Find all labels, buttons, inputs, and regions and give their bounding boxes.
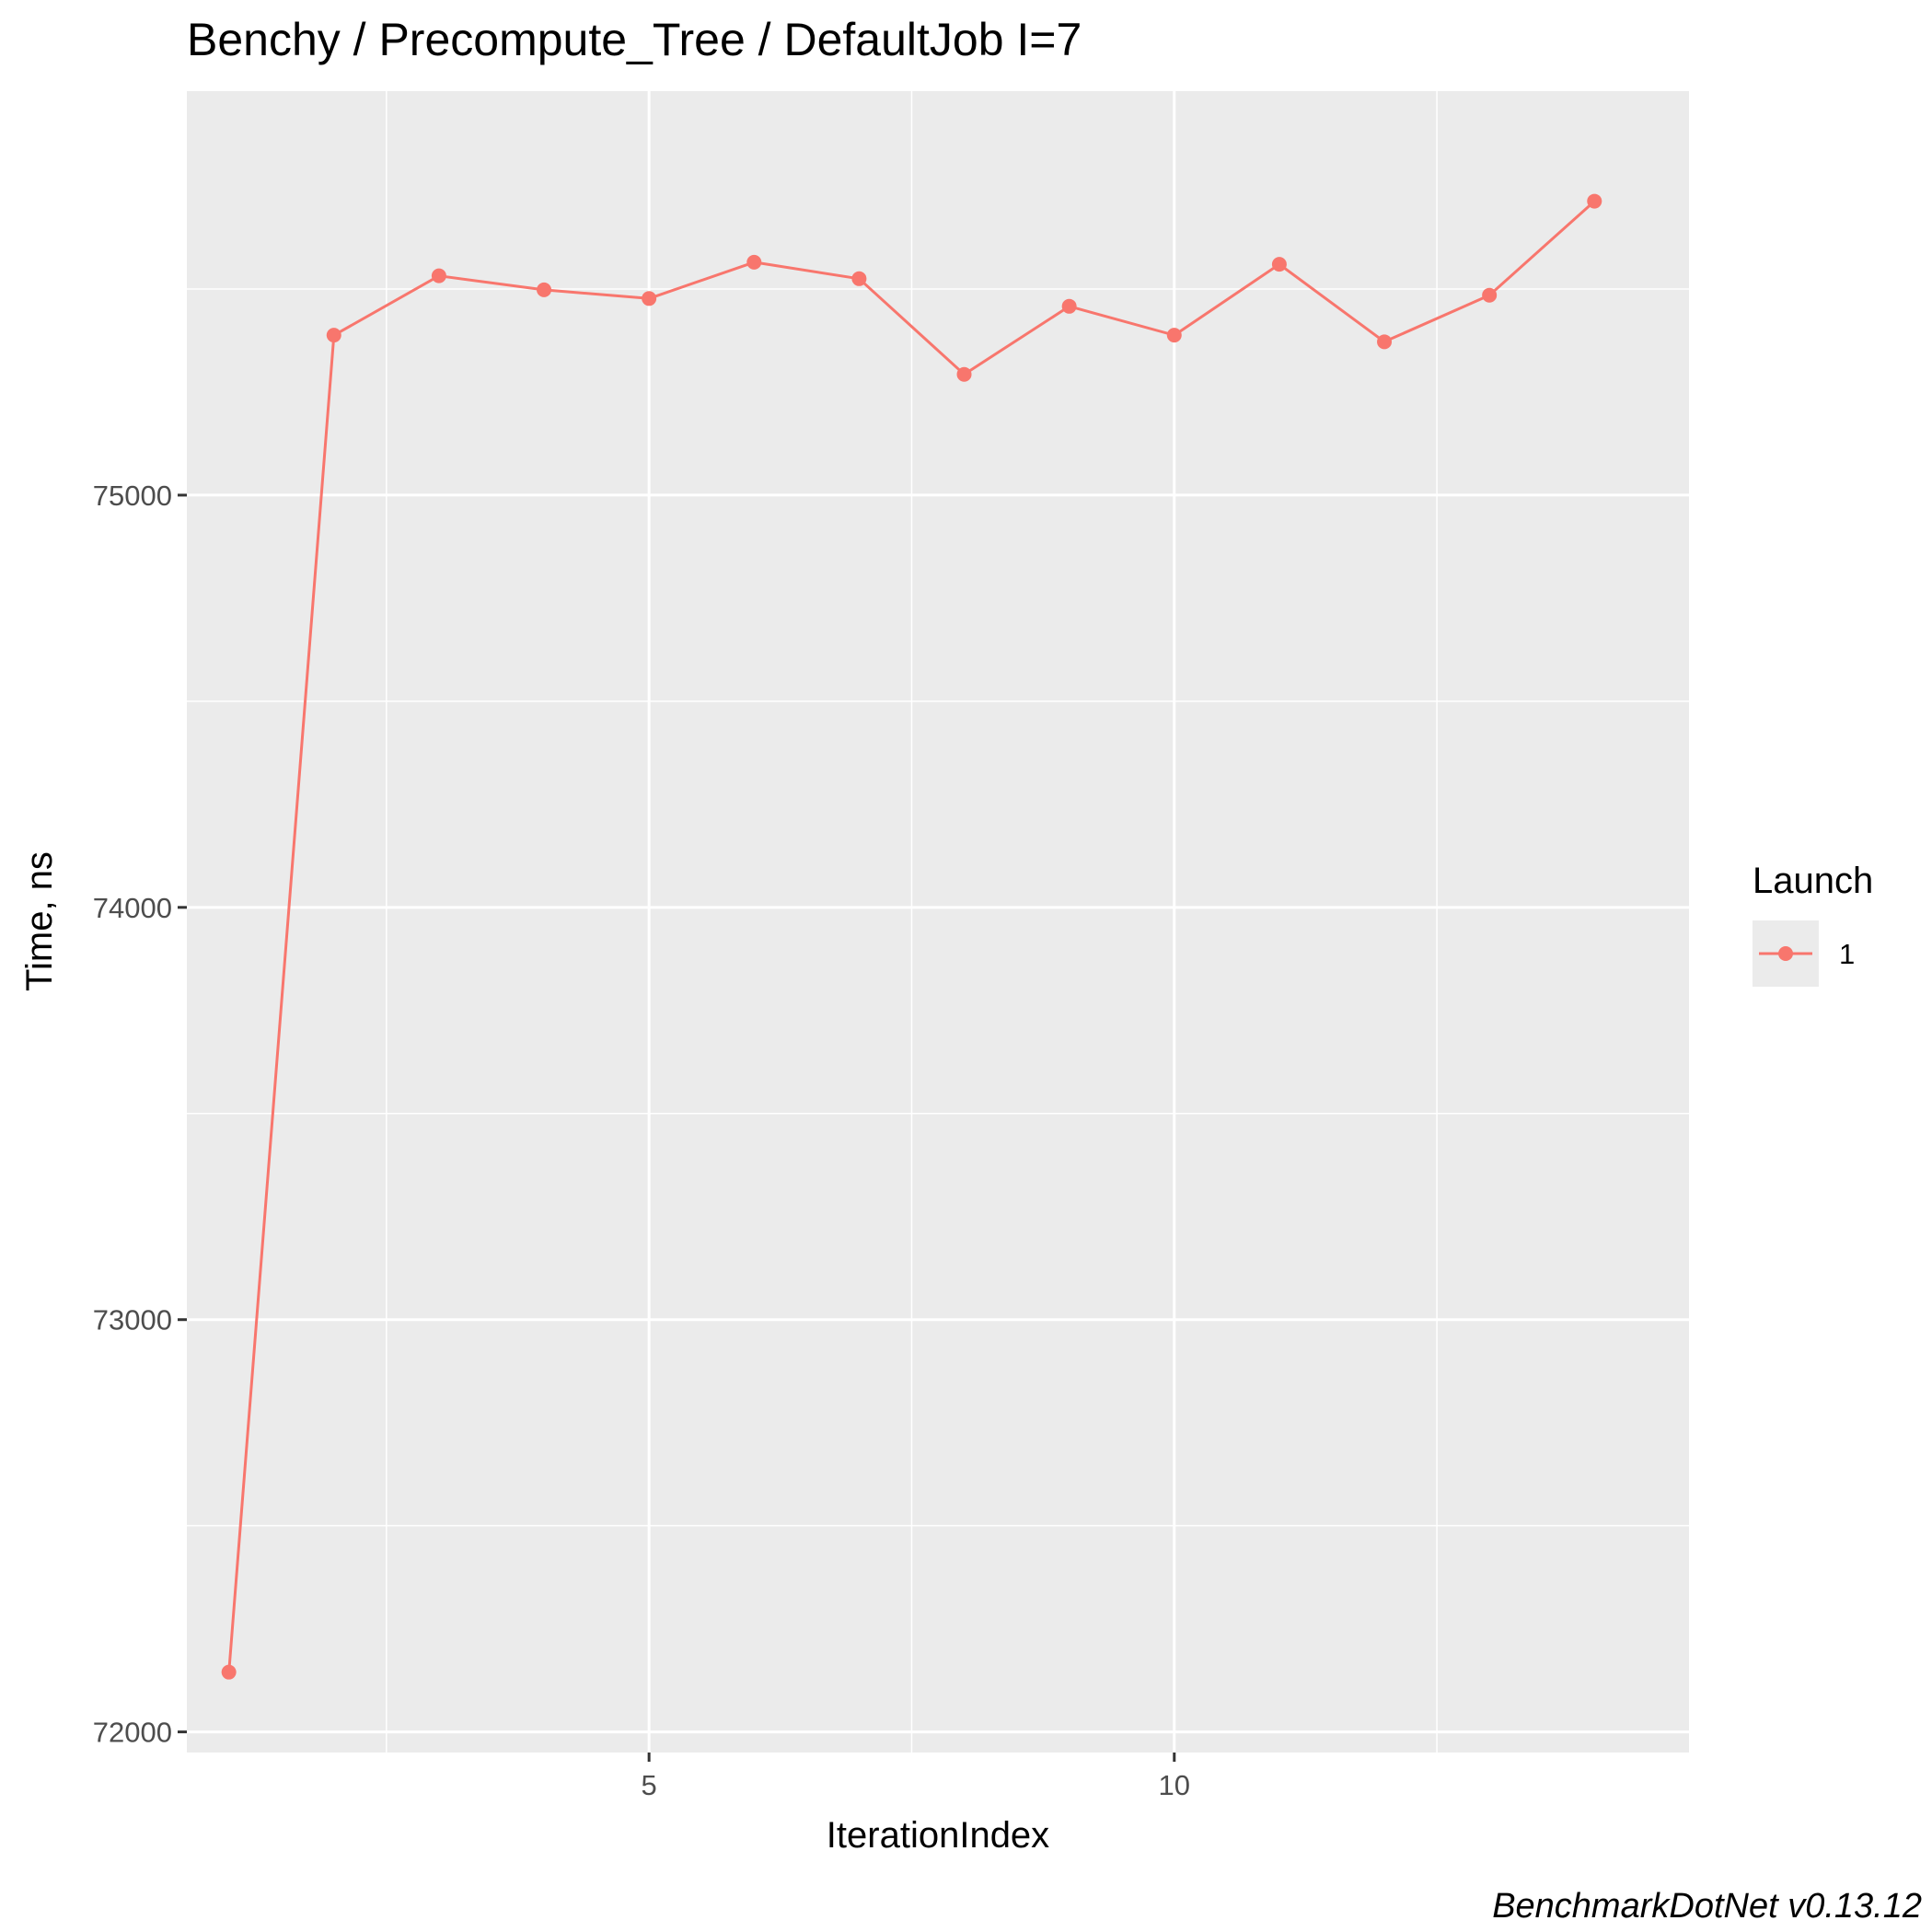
y-tick-label: 72000: [93, 1717, 172, 1749]
legend-key-point: [1778, 946, 1793, 961]
legend-title: Launch: [1753, 861, 1873, 901]
series-layer: [221, 193, 1602, 1680]
data-point: [326, 328, 341, 343]
data-point: [746, 254, 762, 270]
y-tick-label: 75000: [93, 480, 172, 512]
chart-title: Benchy / Precompute_Tree / DefaultJob I=…: [187, 14, 1082, 65]
plot-panel: [187, 91, 1689, 1753]
y-tick-label: 74000: [93, 892, 172, 924]
data-point: [431, 268, 446, 283]
data-point: [537, 282, 552, 297]
data-point: [1166, 328, 1182, 343]
y-axis-title: Time, ns: [19, 851, 60, 991]
y-axis: 72000 73000 74000 75000: [93, 480, 187, 1749]
series-line: [227, 200, 1596, 1672]
data-point: [851, 271, 867, 286]
x-axis-title: IterationIndex: [827, 1815, 1049, 1856]
x-tick-label: 5: [642, 1769, 657, 1801]
x-tick-label: 10: [1159, 1769, 1190, 1801]
data-point: [1377, 334, 1393, 350]
legend: Launch 1: [1753, 861, 1873, 987]
major-gridlines: [187, 91, 1689, 1753]
y-tick-label: 73000: [93, 1304, 172, 1336]
data-point: [221, 1664, 237, 1680]
x-axis: 5 10: [642, 1753, 1190, 1801]
data-point: [1061, 298, 1077, 314]
data-point: [642, 291, 657, 307]
data-point: [1271, 257, 1287, 272]
data-point: [956, 366, 972, 382]
caption: BenchmarkDotNet v0.13.12: [1492, 1887, 1922, 1926]
data-point: [1587, 193, 1602, 209]
legend-label: 1: [1839, 938, 1855, 970]
minor-gridlines: [187, 91, 1689, 1753]
data-point: [1482, 287, 1498, 303]
